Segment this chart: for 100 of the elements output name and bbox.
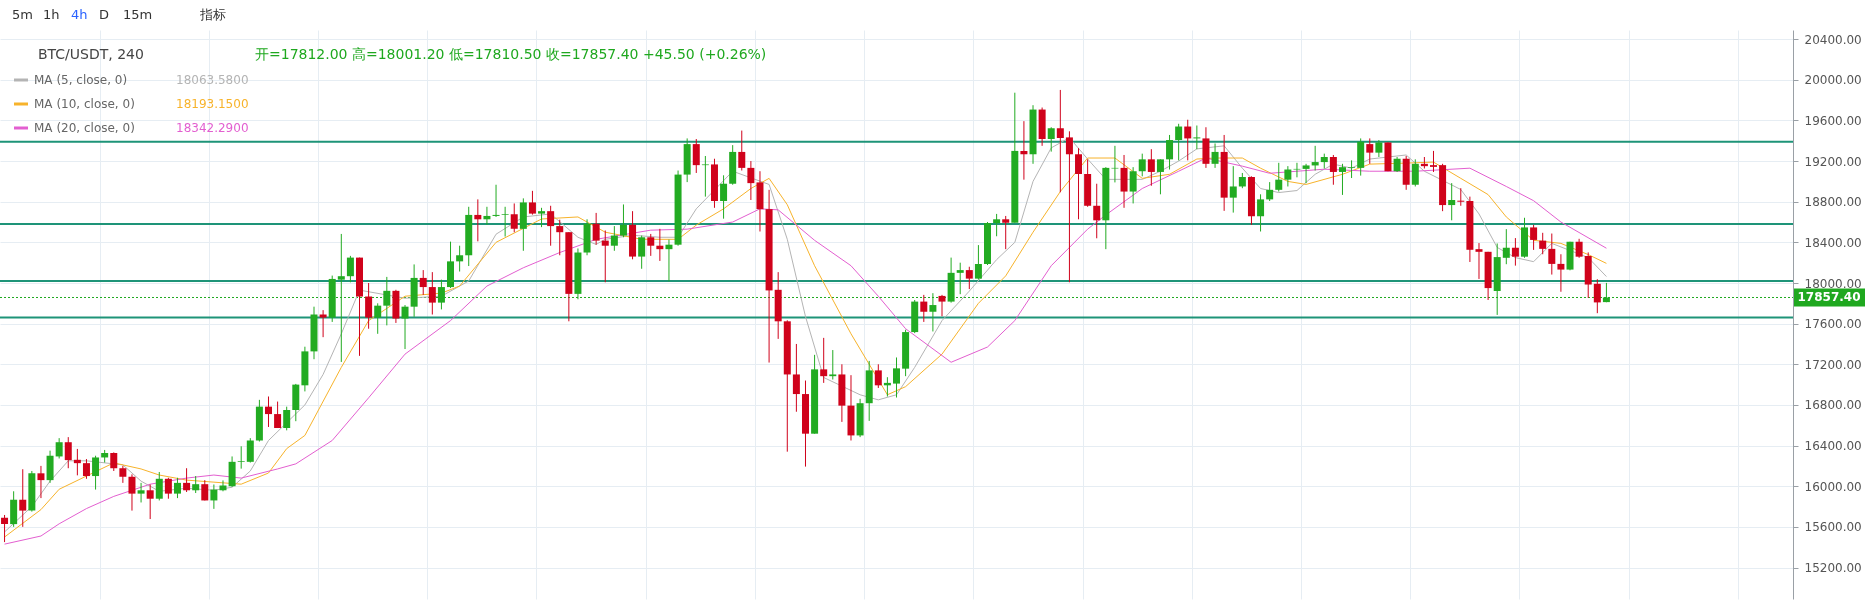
- y-tick-label: 17200.00: [1804, 357, 1862, 372]
- candlestick: [738, 130, 746, 172]
- candlestick: [874, 363, 882, 389]
- candlestick: [610, 225, 618, 252]
- text: 1h: [43, 7, 60, 22]
- annotation: 18342.2900: [176, 121, 249, 135]
- text: 指标: [199, 7, 226, 22]
- candlestick: [319, 309, 327, 338]
- candlestick: [474, 198, 482, 242]
- candlestick: [974, 244, 982, 281]
- candlestick: [692, 138, 700, 174]
- candlestick: [274, 401, 282, 429]
- candlestick: [528, 190, 536, 216]
- y-tick-label: 18400.00: [1804, 235, 1862, 250]
- candlestick: [1257, 193, 1265, 232]
- candlestick: [1593, 278, 1601, 314]
- candlestick: [456, 245, 464, 273]
- candlestick: [1575, 238, 1583, 259]
- candlestick: [374, 302, 382, 335]
- candlestick: [55, 437, 63, 459]
- candlestick: [1429, 150, 1437, 173]
- candlestick: [1002, 215, 1010, 250]
- candlestick: [119, 465, 127, 484]
- candlestick: [1275, 162, 1283, 193]
- ref-line-label: 17857.40: [1797, 290, 1861, 305]
- candlestick: [1120, 154, 1128, 209]
- text: 4h: [71, 7, 88, 22]
- text: 5m: [12, 7, 33, 22]
- candlestick: [19, 468, 27, 528]
- y-tick-label: 20000.00: [1804, 73, 1862, 88]
- y-tick-label: 16400.00: [1804, 439, 1862, 454]
- candlestick: [1530, 224, 1538, 251]
- candlestick: [1557, 253, 1565, 293]
- candlestick: [73, 448, 81, 476]
- candlestick: [210, 483, 218, 510]
- candlestick: [920, 294, 928, 323]
- candlestick: [619, 203, 627, 238]
- candlestick: [929, 292, 937, 332]
- candlestick: [538, 207, 546, 228]
- candlestick: [1366, 137, 1374, 165]
- y-tick-label: 16000.00: [1804, 479, 1862, 494]
- candlestick: [1193, 125, 1201, 150]
- candlestick: [1311, 145, 1319, 172]
- candlestick: [37, 465, 45, 499]
- y-tick-label: 16800.00: [1804, 398, 1862, 413]
- candlestick: [1184, 119, 1192, 161]
- candlestick: [1302, 163, 1310, 184]
- candlestick: [510, 202, 518, 233]
- candlestick: [483, 206, 491, 226]
- y-tick-label: 18000.00: [1804, 276, 1862, 291]
- candlestick: [1229, 165, 1237, 214]
- candlestick: [1338, 163, 1346, 196]
- candlestick: [792, 343, 800, 413]
- candlestick: [720, 174, 728, 220]
- candlestick: [893, 356, 900, 399]
- y-tick-label: 20400.00: [1804, 32, 1862, 47]
- candlestick: [183, 467, 191, 493]
- y-tick-label: 17600.00: [1804, 317, 1862, 332]
- candlestick: [965, 266, 973, 290]
- candlestick: [1511, 237, 1519, 267]
- candlestick: [1475, 242, 1483, 280]
- candlestick: [137, 482, 145, 503]
- candlestick: [1075, 147, 1083, 220]
- y-tick-label: 19600.00: [1804, 113, 1862, 128]
- candlestick: [956, 262, 964, 295]
- candlestick: [1502, 228, 1510, 265]
- candlestick: [82, 458, 90, 480]
- candlestick: [1293, 162, 1301, 178]
- candlestick: [110, 451, 118, 472]
- candlestick: [1, 514, 9, 543]
- candlestick: [1047, 126, 1055, 153]
- candlestick: [365, 282, 373, 330]
- candlestick: [829, 349, 837, 381]
- candlestick: [556, 219, 564, 256]
- text: D: [99, 7, 110, 22]
- candlestick: [492, 184, 500, 218]
- candlestick: [1138, 153, 1146, 177]
- candlestick: [246, 437, 254, 464]
- candlestick: [1156, 158, 1164, 195]
- candlestick: [701, 155, 709, 198]
- text: 开=17812.00 高=18001.20 低=17810.50 收=17857.40 +45.50 (+0.26%): [255, 46, 767, 62]
- candlestick: [820, 337, 828, 384]
- candlestick: [1266, 181, 1274, 202]
- candlestick: [638, 235, 646, 270]
- text: BTC/USDT, 240: [38, 46, 144, 62]
- candlestick: [747, 160, 755, 201]
- annotation: 18193.1500: [176, 97, 249, 111]
- candlestick: [264, 396, 272, 428]
- candlestick: [1175, 123, 1183, 161]
- candlestick: [64, 436, 72, 469]
- candlestick: [237, 445, 245, 470]
- y-tick-label: 19200.00: [1804, 154, 1862, 169]
- text: 15m: [123, 7, 153, 22]
- candlestick: [128, 473, 136, 512]
- candlestick: [283, 406, 291, 431]
- candlestick: [173, 477, 181, 499]
- candlestick: [419, 269, 427, 296]
- candlestick: [428, 271, 436, 315]
- candlestick: [1056, 89, 1064, 193]
- candlestick: [1020, 120, 1028, 181]
